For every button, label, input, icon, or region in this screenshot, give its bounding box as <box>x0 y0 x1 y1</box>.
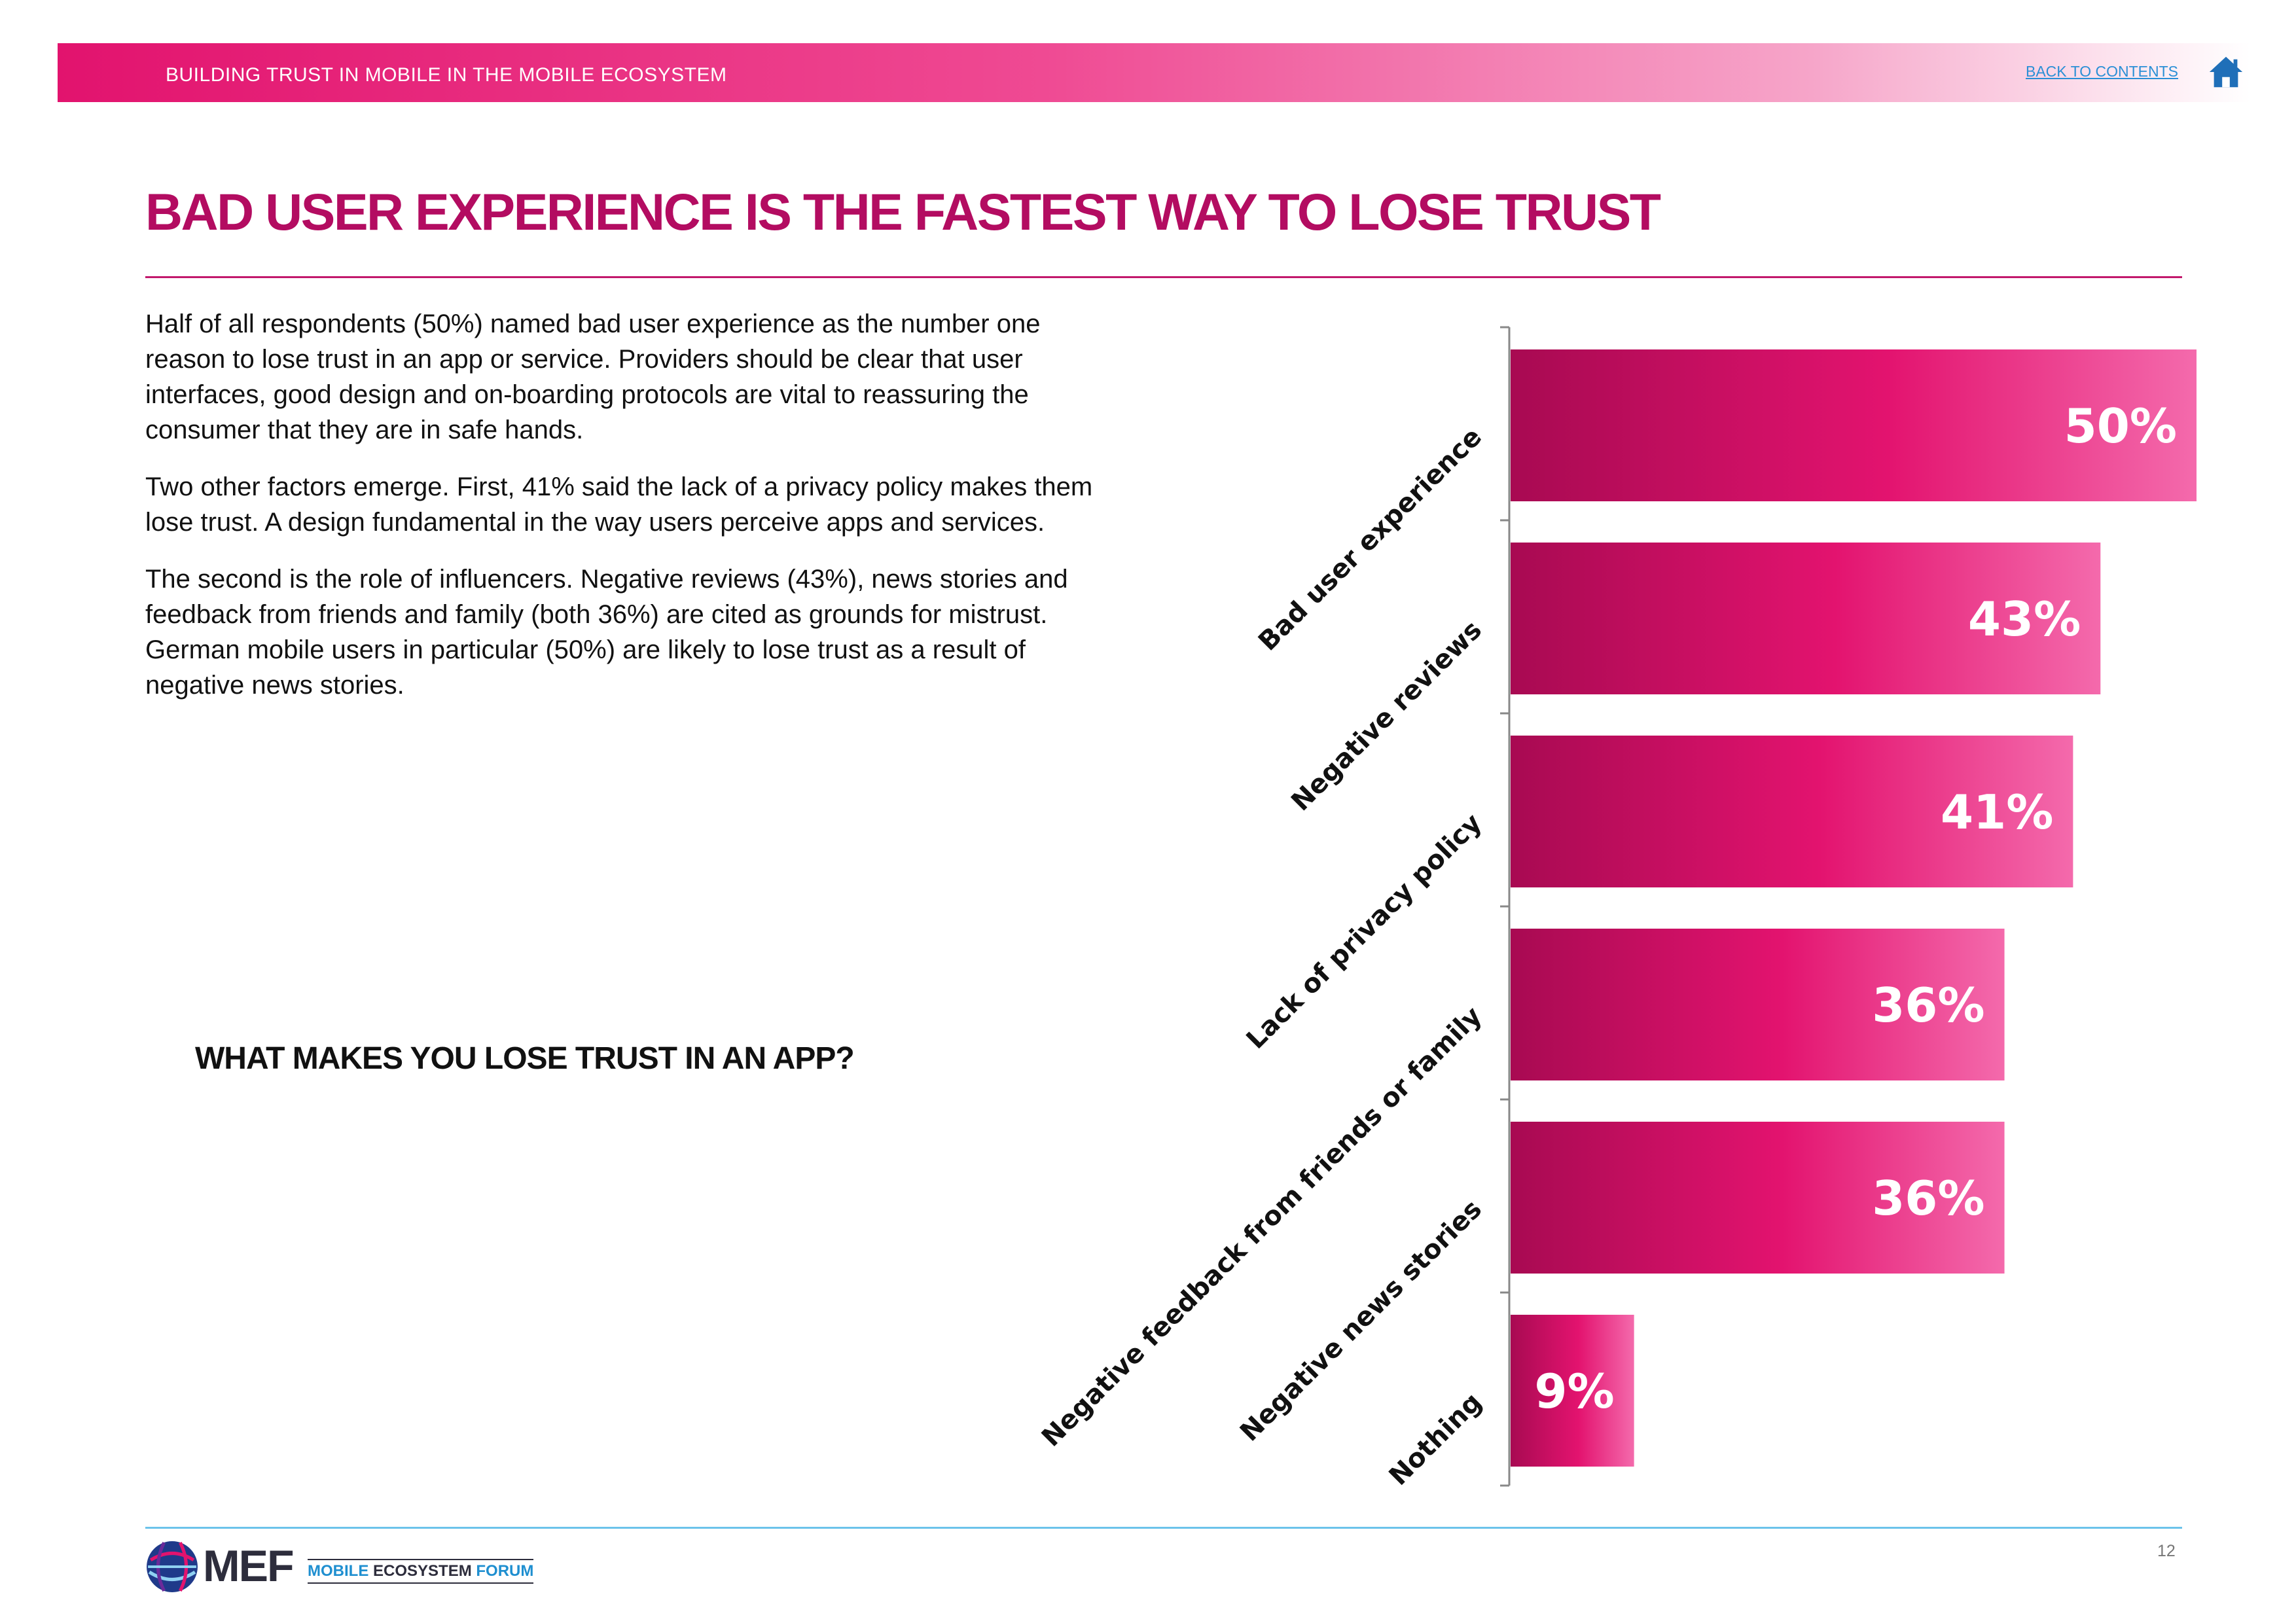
category-label: Negative reviews <box>1285 615 1488 817</box>
category-label: Nothing <box>1384 1387 1488 1491</box>
page-number: 12 <box>2157 1542 2176 1560</box>
data-label: 41% <box>1941 785 2053 840</box>
footer-divider <box>145 1527 2182 1529</box>
mef-logo: MEF MOBILE ECOSYSTEM FORUM <box>145 1538 551 1597</box>
header-bar: BUILDING TRUST IN MOBILE IN THE MOBILE E… <box>58 43 2250 102</box>
paragraph: Two other factors emerge. First, 41% sai… <box>145 473 1093 537</box>
title-divider <box>145 276 2182 278</box>
data-label: 43% <box>1968 592 2081 647</box>
bar <box>1511 1122 2005 1274</box>
logo-name: MOBILE ECOSYSTEM FORUM <box>308 1559 534 1584</box>
data-label: 50% <box>2064 399 2177 454</box>
bar-chart: 50% Bad user experience 43% Negative review… <box>1036 326 2197 1491</box>
body-text: Half of all respondents (50%) named bad … <box>145 306 1114 724</box>
bar <box>1511 543 2101 694</box>
bar <box>1511 736 2073 887</box>
category-label: Negative feedback from friends or family <box>1036 1001 1488 1453</box>
bar <box>1511 349 2197 501</box>
paragraph: The second is the role of influencers. N… <box>145 565 1068 700</box>
data-label: 36% <box>1872 1171 1984 1226</box>
bar <box>1511 929 2005 1080</box>
globe-icon <box>147 1541 198 1592</box>
category-label: Bad user experience <box>1253 422 1488 657</box>
data-label: 36% <box>1872 978 1984 1033</box>
logo-wordmark: MEF <box>203 1541 295 1591</box>
data-label: 9% <box>1534 1364 1614 1419</box>
report-title: BUILDING TRUST IN MOBILE IN THE MOBILE E… <box>166 64 727 86</box>
paragraph: Half of all respondents (50%) named bad … <box>145 310 1041 444</box>
bar <box>1511 1315 1634 1467</box>
page-title: BAD USER EXPERIENCE IS THE FASTEST WAY T… <box>145 183 1661 241</box>
back-to-contents-link[interactable]: BACK TO CONTENTS <box>2026 63 2179 80</box>
chart-title: WHAT MAKES YOU LOSE TRUST IN AN APP? <box>195 1041 855 1076</box>
home-icon[interactable] <box>2207 53 2245 91</box>
